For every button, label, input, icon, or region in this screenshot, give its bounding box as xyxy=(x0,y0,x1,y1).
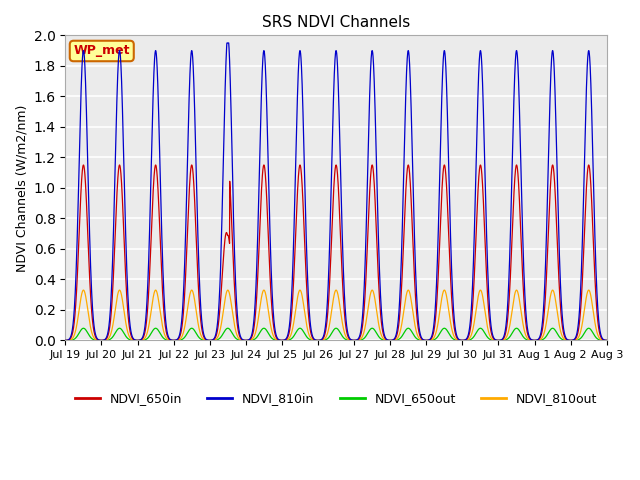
Legend: NDVI_650in, NDVI_810in, NDVI_650out, NDVI_810out: NDVI_650in, NDVI_810in, NDVI_650out, NDV… xyxy=(70,387,602,410)
Y-axis label: NDVI Channels (W/m2/nm): NDVI Channels (W/m2/nm) xyxy=(15,104,28,272)
Text: WP_met: WP_met xyxy=(74,45,130,58)
Title: SRS NDVI Channels: SRS NDVI Channels xyxy=(262,15,410,30)
